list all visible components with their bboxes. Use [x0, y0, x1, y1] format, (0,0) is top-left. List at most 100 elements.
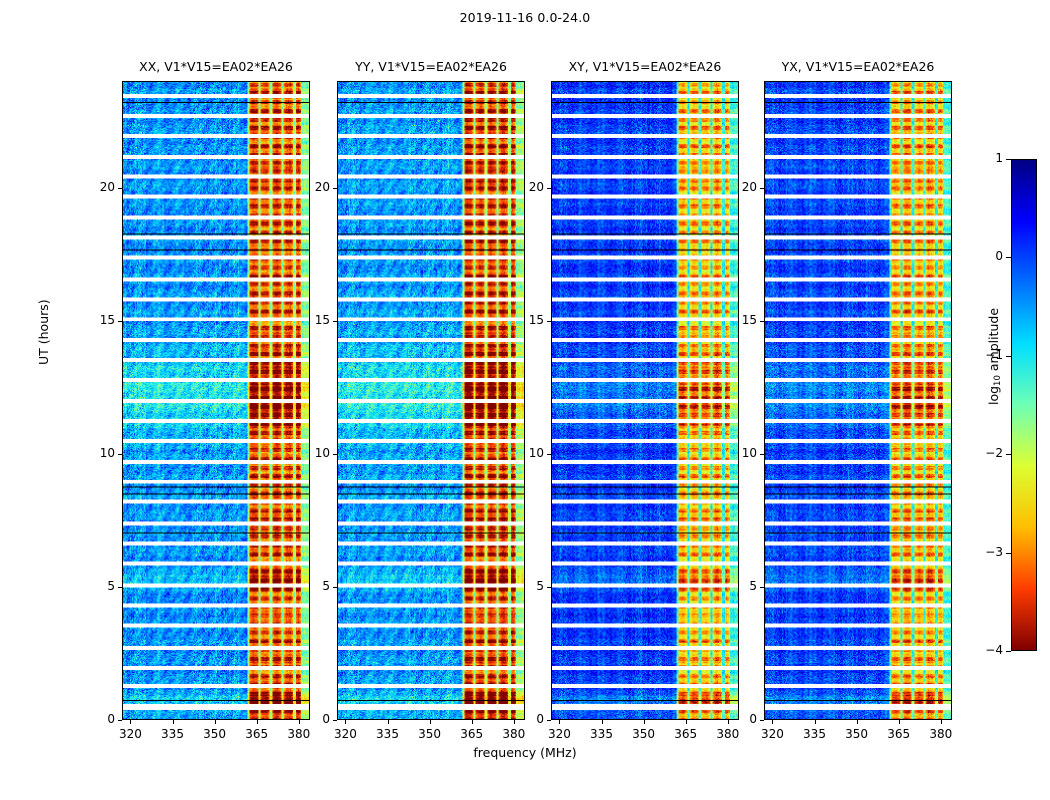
y-tickmark	[760, 187, 764, 189]
colorbar-label-suffix: amplitude	[986, 307, 1001, 376]
x-tick-label: 380	[716, 727, 740, 741]
x-tickmark	[298, 720, 300, 724]
figure-suptitle: 2019-11-16 0.0-24.0	[459, 10, 591, 25]
colorbar-tickmark	[1006, 355, 1011, 357]
colorbar-tickmark	[1006, 552, 1011, 554]
x-tick-label: 365	[245, 727, 269, 741]
x-tick-label: 335	[376, 727, 399, 741]
y-tickmark	[760, 320, 764, 322]
x-tick-label: 335	[161, 727, 184, 741]
y-tick-label: 20	[314, 179, 330, 194]
y-tickmark	[118, 720, 122, 721]
panel-title-xx: XX, V1*V15=EA02*EA26	[139, 59, 293, 74]
y-tick-label: 5	[322, 578, 330, 593]
y-tick-label: 20	[741, 179, 757, 194]
x-tick-label: 365	[674, 727, 698, 741]
x-tick-label: 320	[760, 727, 784, 741]
y-tickmark	[118, 586, 122, 588]
x-tickmark	[940, 720, 942, 724]
y-tick-label: 15	[528, 312, 544, 327]
colorbar-tick-label: −4	[985, 643, 1003, 657]
colorbar-label-subscript: 10	[992, 375, 1003, 386]
y-tickmark	[547, 586, 551, 588]
y-tick-label: 5	[536, 578, 544, 593]
y-tickmark	[547, 187, 551, 189]
x-tickmark	[387, 720, 389, 724]
y-axis-label: UT (hours)	[36, 299, 51, 365]
x-tick-label: 365	[887, 727, 911, 741]
x-tickmark	[601, 720, 603, 724]
y-tick-label: 10	[314, 445, 330, 460]
colorbar-gradient	[1012, 160, 1036, 650]
heatmap-xx	[123, 82, 309, 719]
x-tickmark	[130, 720, 132, 724]
x-tickmark	[513, 720, 515, 724]
y-tick-label: 15	[314, 312, 330, 327]
x-tick-label: 335	[803, 727, 826, 741]
x-tickmark	[727, 720, 729, 724]
x-tick-label: 335	[590, 727, 613, 741]
panel-title-yx: YX, V1*V15=EA02*EA26	[781, 59, 935, 74]
y-tickmark	[333, 720, 337, 721]
colorbar[interactable]	[1011, 159, 1037, 651]
x-tickmark	[256, 720, 258, 724]
x-tickmark	[856, 720, 858, 724]
panel-title-xy: XY, V1*V15=EA02*EA26	[568, 59, 722, 74]
x-axis-label: frequency (MHz)	[473, 745, 577, 760]
y-tickmark	[118, 187, 122, 189]
colorbar-tick-label: 1	[995, 151, 1003, 165]
panel-xx[interactable]	[122, 81, 310, 720]
colorbar-tick-label: 0	[995, 249, 1003, 264]
colorbar-tickmark	[1006, 454, 1011, 456]
x-tick-label: 365	[460, 727, 484, 741]
x-tick-label: 350	[203, 727, 227, 741]
colorbar-tick-label: −1	[985, 347, 1003, 362]
heatmap-yx	[765, 82, 951, 719]
colorbar-tickmark	[1006, 257, 1011, 259]
y-tickmark	[333, 320, 337, 322]
y-tickmark	[333, 586, 337, 588]
panel-yy[interactable]	[337, 81, 525, 720]
panel-title-yy: YY, V1*V15=EA02*EA26	[355, 59, 507, 74]
colorbar-tickmark	[1006, 159, 1011, 160]
x-tickmark	[685, 720, 687, 724]
y-tick-label: 0	[322, 712, 330, 726]
x-tick-label: 350	[632, 727, 656, 741]
x-tick-label: 380	[929, 727, 953, 741]
y-tick-label: 0	[749, 712, 757, 726]
y-tickmark	[333, 187, 337, 189]
colorbar-label: log10 amplitude	[986, 308, 1003, 405]
x-tick-label: 320	[333, 727, 357, 741]
y-tickmark	[547, 320, 551, 322]
x-tickmark	[772, 720, 774, 724]
x-tick-label: 380	[287, 727, 311, 741]
y-tickmark	[760, 720, 764, 721]
y-tickmark	[118, 453, 122, 455]
y-tickmark	[333, 453, 337, 455]
x-tickmark	[814, 720, 816, 724]
panel-xy[interactable]	[551, 81, 739, 720]
x-tick-label: 320	[118, 727, 142, 741]
x-tickmark	[345, 720, 347, 724]
y-tickmark	[547, 453, 551, 455]
x-tickmark	[214, 720, 216, 724]
x-tickmark	[643, 720, 645, 724]
y-tick-label: 20	[528, 179, 544, 194]
x-tick-label: 350	[418, 727, 442, 741]
y-tick-label: 0	[107, 712, 115, 726]
y-tickmark	[760, 586, 764, 588]
panel-yx[interactable]	[764, 81, 952, 720]
heatmap-xy	[552, 82, 738, 719]
y-tickmark	[547, 720, 551, 721]
y-tick-label: 5	[107, 578, 115, 593]
y-tick-label: 15	[99, 312, 115, 327]
y-tickmark	[118, 320, 122, 322]
heatmap-yy	[338, 82, 524, 719]
y-tick-label: 5	[749, 578, 757, 593]
colorbar-tick-label: −2	[985, 446, 1003, 461]
x-tickmark	[898, 720, 900, 724]
y-tickmark	[760, 453, 764, 455]
colorbar-tick-label: −3	[985, 544, 1003, 559]
y-tick-label: 10	[741, 445, 757, 460]
